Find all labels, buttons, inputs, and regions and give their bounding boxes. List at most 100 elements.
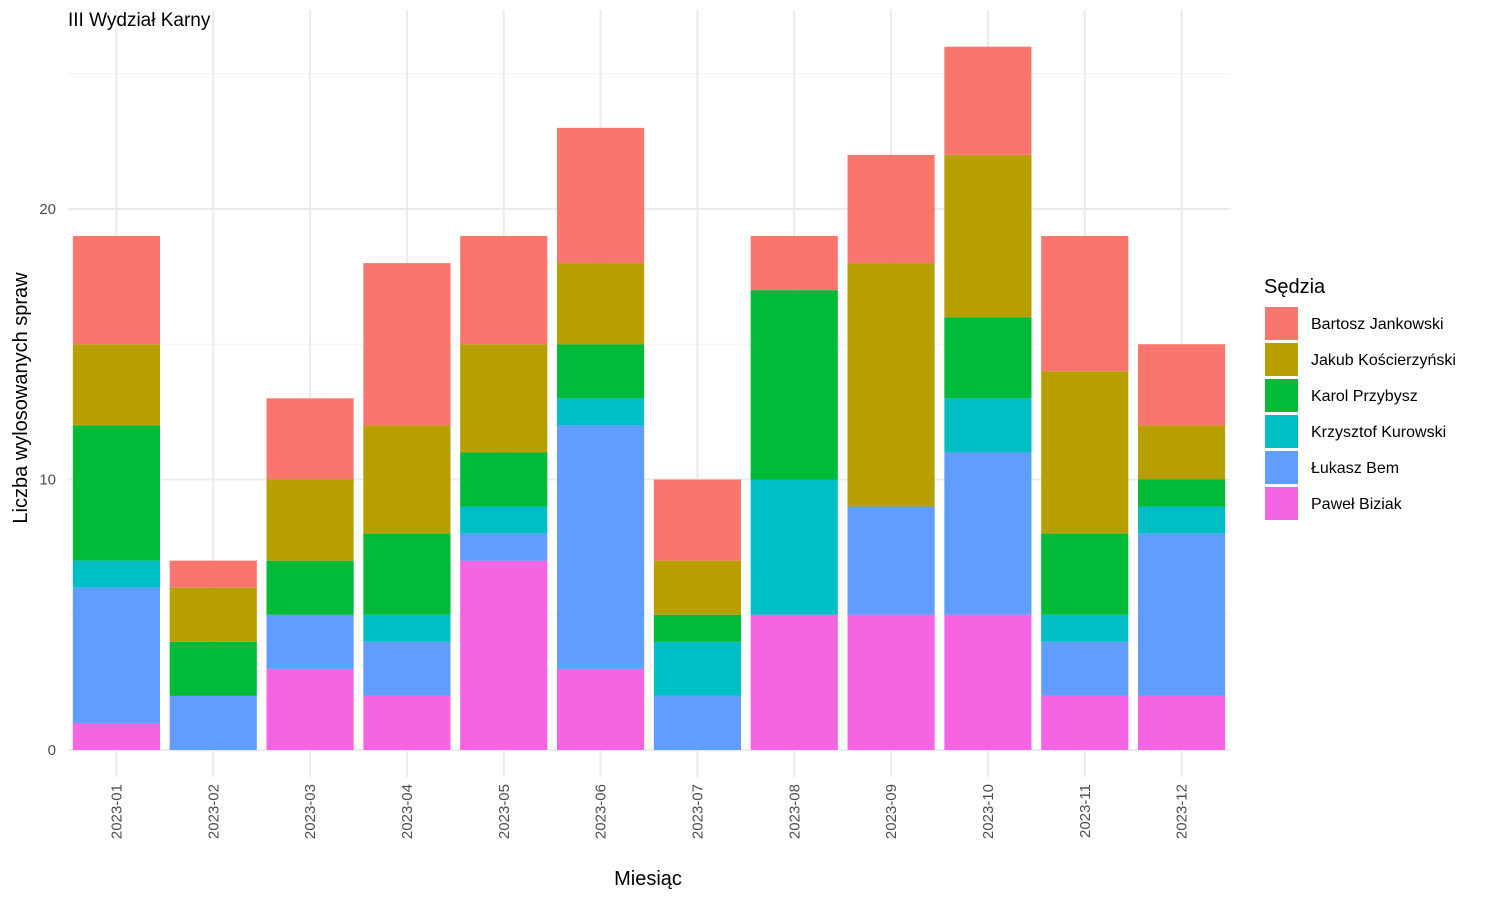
- bar-segment: [944, 154, 1032, 318]
- bar-segment: [266, 614, 354, 669]
- bar-segment: [363, 641, 451, 696]
- bar-segment: [944, 46, 1032, 155]
- bar-segment: [1138, 479, 1226, 507]
- bar-segment: [169, 587, 257, 642]
- bar-segment: [847, 614, 935, 750]
- bar-segment: [460, 533, 548, 561]
- bar-segment: [266, 398, 354, 480]
- legend-label: Krzysztof Kurowski: [1311, 424, 1446, 441]
- bar-segment: [363, 425, 451, 534]
- x-tick-label: 2023-10: [980, 784, 997, 839]
- bar-segment: [363, 263, 451, 426]
- bar-segment: [1041, 614, 1129, 642]
- bar-segment: [169, 560, 257, 588]
- legend-swatch: [1265, 307, 1298, 340]
- axis-layer: 0 10 20 2023-01 2023-02 2023-03 2023-04 2023-05…: [39, 201, 1190, 839]
- x-tick-label: 2023-04: [399, 784, 416, 839]
- legend: Sędzia Bartosz Jankowski Jakub Kościerzyń…: [1264, 276, 1456, 520]
- x-tick-label: 2023-06: [593, 784, 610, 839]
- bar-segment: [72, 722, 160, 750]
- bar-segment: [1041, 533, 1129, 615]
- bar-segment: [72, 560, 160, 588]
- bar-segment: [653, 695, 741, 750]
- legend-swatch: [1265, 415, 1298, 448]
- x-tick-label: 2023-02: [205, 784, 222, 839]
- bar-segment: [363, 695, 451, 750]
- bar-segment: [944, 317, 1032, 399]
- bar-segment: [557, 263, 645, 345]
- y-tick-label: 20: [39, 201, 56, 218]
- bar-segment: [266, 668, 354, 750]
- legend-title: Sędzia: [1264, 276, 1326, 298]
- bar-segment: [944, 614, 1032, 750]
- bar-segment: [1041, 236, 1129, 372]
- x-tick-label: 2023-03: [302, 784, 319, 839]
- x-tick-label: 2023-11: [1077, 784, 1094, 838]
- bar-segment: [169, 695, 257, 750]
- bar-segment: [557, 668, 645, 750]
- bar-segment: [1138, 695, 1226, 750]
- bar-segment: [266, 479, 354, 561]
- legend-swatch: [1265, 451, 1298, 484]
- bar-segment: [169, 641, 257, 696]
- bar-segment: [1138, 344, 1226, 426]
- bar-segment: [1138, 506, 1226, 534]
- y-axis-title: Liczba wylosowanych spraw: [10, 272, 32, 524]
- bar-segment: [944, 452, 1032, 615]
- bars-layer: [72, 46, 1226, 750]
- bar-segment: [363, 533, 451, 615]
- legend-label: Karol Przybysz: [1311, 388, 1418, 405]
- x-tick-label: 2023-09: [883, 784, 900, 839]
- x-tick-label: 2023-01: [108, 784, 125, 839]
- x-tick-label: 2023-07: [689, 784, 706, 839]
- legend-label: Łukasz Bem: [1311, 460, 1399, 477]
- bar-segment: [653, 479, 741, 561]
- bar-segment: [750, 479, 838, 615]
- bar-segment: [847, 263, 935, 507]
- bar-segment: [557, 425, 645, 669]
- bar-segment: [460, 344, 548, 453]
- bar-segment: [750, 614, 838, 750]
- bar-segment: [460, 506, 548, 534]
- bar-segment: [1041, 371, 1129, 534]
- bar-segment: [557, 127, 645, 264]
- bar-segment: [1138, 425, 1226, 480]
- legend-label: Paweł Biziak: [1311, 496, 1403, 513]
- x-axis-title: Miesiąc: [614, 868, 682, 890]
- bar-segment: [653, 614, 741, 642]
- bar-segment: [460, 452, 548, 507]
- bar-segment: [944, 398, 1032, 453]
- bar-segment: [653, 560, 741, 615]
- bar-segment: [460, 560, 548, 750]
- x-tick-label: 2023-12: [1174, 784, 1191, 839]
- plot-title: III Wydział Karny: [68, 10, 211, 31]
- x-tick-label: 2023-05: [496, 784, 513, 839]
- bar-segment: [653, 641, 741, 696]
- bar-segment: [1041, 641, 1129, 696]
- bar-segment: [72, 425, 160, 561]
- bar-segment: [1041, 695, 1129, 750]
- bar-segment: [847, 506, 935, 615]
- bar-segment: [1138, 533, 1226, 696]
- bar-segment: [750, 236, 838, 291]
- bar-segment: [363, 614, 451, 642]
- bar-segment: [557, 344, 645, 399]
- y-tick-label: 0: [48, 742, 56, 759]
- legend-label: Jakub Kościerzyński: [1311, 352, 1456, 369]
- legend-swatch: [1265, 379, 1298, 412]
- bar-segment: [557, 398, 645, 426]
- x-tick-label: 2023-08: [786, 784, 803, 839]
- legend-label: Bartosz Jankowski: [1311, 316, 1444, 333]
- y-tick-label: 10: [39, 472, 56, 489]
- bar-segment: [72, 587, 160, 723]
- legend-swatch: [1265, 487, 1298, 520]
- bar-segment: [266, 560, 354, 615]
- bar-segment: [72, 344, 160, 426]
- bar-segment: [847, 154, 935, 264]
- bar-segment: [460, 236, 548, 345]
- bar-segment: [750, 290, 838, 480]
- legend-swatch: [1265, 343, 1298, 376]
- bar-segment: [72, 236, 160, 345]
